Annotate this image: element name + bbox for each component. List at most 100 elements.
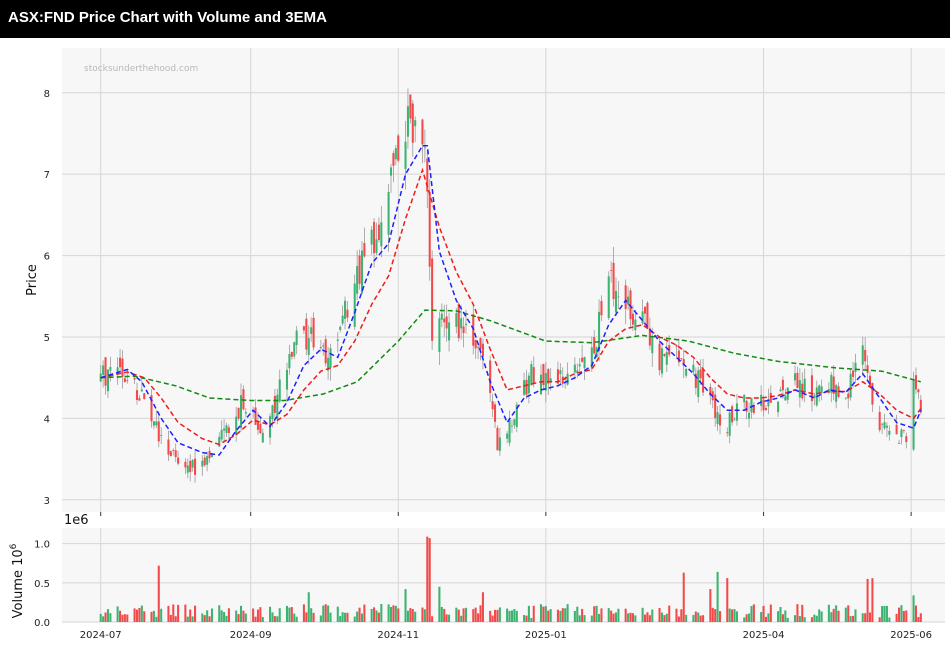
candle-body: [547, 369, 550, 384]
volume-bar: [617, 608, 620, 622]
volume-bar: [305, 612, 308, 622]
volume-bar: [133, 608, 136, 622]
volume-bar: [102, 616, 105, 622]
candle-body: [714, 394, 717, 418]
volume-bar: [121, 614, 124, 622]
candle-body: [820, 386, 823, 393]
volume-bar: [820, 611, 823, 622]
volume-bar: [523, 615, 526, 622]
volume-bar: [457, 609, 460, 622]
volume-bar: [837, 610, 840, 622]
ema-slow-line: [100, 309, 921, 402]
candle-body: [191, 459, 194, 468]
candle-body: [133, 377, 136, 380]
volume-bar: [140, 605, 143, 622]
volume-bar: [404, 589, 407, 622]
volume-bar: [694, 611, 697, 622]
candle-body: [479, 337, 482, 349]
candle-body: [573, 364, 576, 373]
candle-body: [477, 346, 480, 348]
volume-bar: [322, 605, 325, 622]
volume-bar: [697, 612, 700, 622]
candle-body: [356, 266, 359, 294]
volume-bar: [293, 613, 296, 622]
candle-body: [109, 367, 112, 371]
candle-body: [455, 313, 458, 327]
volume-bar: [912, 595, 915, 622]
candle-body: [716, 412, 719, 425]
volume-bar: [172, 604, 175, 622]
candle-body: [510, 425, 513, 427]
volume-bar: [702, 615, 705, 622]
volume-bar: [685, 614, 688, 622]
candle-body: [138, 398, 141, 401]
volume-bar: [285, 605, 289, 622]
candle-body: [779, 389, 782, 392]
volume-bar: [167, 605, 170, 622]
volume-bar: [544, 606, 547, 622]
volume-bar: [344, 612, 347, 622]
candle-body: [341, 315, 344, 324]
candle-body: [208, 450, 211, 459]
candle-body: [634, 319, 637, 331]
volume-bar: [184, 604, 187, 622]
volume-bar: [360, 613, 364, 622]
volume-bar: [191, 616, 194, 622]
candle-body: [898, 442, 901, 444]
volume-bar: [818, 609, 821, 622]
candle-body: [847, 393, 850, 399]
volume-bar: [735, 611, 738, 622]
candle-body: [307, 338, 310, 355]
volume-bar: [745, 614, 748, 622]
volume-bar: [578, 615, 581, 622]
volume-bar: [336, 606, 339, 622]
volume-bar: [598, 613, 601, 622]
candle-body: [641, 311, 644, 324]
volume-bar: [852, 615, 855, 622]
candle-body: [140, 389, 143, 392]
candle-body: [203, 457, 206, 466]
volume-bar: [353, 616, 356, 622]
candle-body: [895, 424, 898, 435]
candle-body: [905, 436, 908, 443]
candle-body: [278, 379, 281, 402]
candle-body: [174, 450, 177, 458]
volume-bar: [310, 608, 313, 622]
candle-body: [631, 313, 634, 325]
volume-bar: [813, 614, 816, 622]
candle-body: [119, 357, 122, 368]
volume-bar: [506, 608, 509, 622]
candle-body: [339, 326, 342, 330]
candle-body: [225, 425, 228, 434]
volume-bar: [864, 613, 867, 622]
volume-bar: [479, 605, 482, 622]
candle-body: [900, 429, 903, 438]
candle-body: [411, 103, 414, 143]
volume-bar: [699, 615, 702, 622]
volume-bar: [126, 614, 129, 622]
candle-body: [322, 345, 325, 347]
candle-body: [406, 106, 409, 137]
candle-body: [658, 343, 661, 371]
volume-bar: [762, 605, 765, 622]
candle-body: [878, 411, 881, 431]
volume-bar: [440, 606, 443, 622]
volume-bar: [387, 604, 390, 622]
volume-bar: [339, 616, 342, 622]
volume-bar: [276, 616, 279, 622]
volume-bar: [203, 615, 206, 622]
volume-bar: [764, 616, 768, 622]
candle-body: [692, 364, 695, 372]
volume-bar: [394, 605, 397, 622]
candle-body: [445, 316, 448, 329]
volume-bars-group: [99, 536, 922, 622]
volume-bar: [861, 613, 864, 622]
candle-body: [491, 401, 494, 410]
volume-bar: [508, 610, 511, 622]
volume-bar: [803, 617, 806, 622]
candle-body: [663, 353, 666, 356]
candle-body: [464, 323, 468, 326]
volume-bar: [680, 609, 683, 622]
volume-bar: [189, 609, 192, 622]
volume-bar: [220, 610, 223, 622]
